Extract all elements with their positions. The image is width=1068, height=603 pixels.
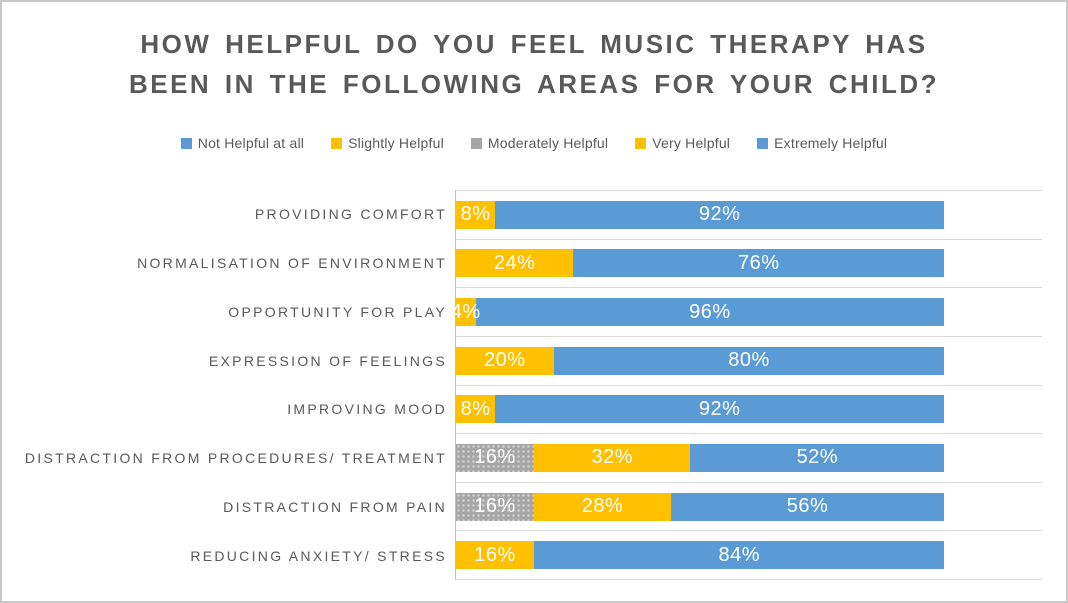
bar-segment: 24% — [456, 249, 574, 278]
chart-title-line-1: HOW HELPFUL DO YOU FEEL MUSIC THERAPY HA… — [140, 29, 928, 59]
bar-segment: 8% — [456, 395, 496, 424]
bar-row: 24% 76% — [456, 238, 1042, 288]
bar-segment: 76% — [573, 249, 945, 278]
bar-value-label: 96% — [689, 300, 731, 323]
bar-row: 16% 84% — [456, 530, 1042, 579]
bar-segment: 56% — [670, 492, 945, 521]
category-label: PROVIDING COMFORT — [254, 206, 447, 223]
bar-row: 16% 32% 52% — [456, 433, 1042, 482]
chart-title: HOW HELPFUL DO YOU FEEL MUSIC THERAPY HA… — [2, 24, 1066, 104]
category-label-row: OPPORTUNITY FOR PLAY — [2, 288, 455, 337]
bar-value-label: 52% — [796, 446, 839, 469]
chart-title-line-2: BEEN IN THE FOLLOWING AREAS FOR YOUR CHI… — [128, 69, 940, 99]
legend-item: Extremely Helpful — [757, 135, 887, 151]
category-label: REDUCING ANXIETY/ STRESS — [190, 547, 447, 564]
bar-value-label: 80% — [728, 349, 770, 372]
bar-row: 8% 92% — [456, 384, 1042, 434]
bar-track: 16% 32% 52% — [456, 443, 945, 472]
bar-segment: 92% — [495, 395, 945, 424]
legend-label: Slightly Helpful — [348, 135, 444, 151]
legend-label: Extremely Helpful — [774, 135, 888, 151]
legend-swatch-icon — [180, 137, 192, 149]
legend-label: Moderately Helpful — [487, 135, 609, 151]
chart-legend: Not Helpful at all Slightly Helpful Modera… — [2, 135, 1066, 151]
bar-value-label: 32% — [591, 446, 634, 469]
bar-value-label: 84% — [718, 543, 760, 566]
bar-track: 4% 96% — [451, 298, 945, 327]
category-label-row: EXPRESSION OF FEELINGS — [2, 336, 455, 385]
bar-row: 8% 92% — [456, 190, 1042, 239]
bar-track: 8% 92% — [456, 200, 945, 229]
bar-segment: 28% — [534, 492, 671, 521]
bar-track: 20% 80% — [456, 346, 945, 375]
category-label-row: PROVIDING COMFORT — [2, 190, 455, 239]
bar-segment: 84% — [534, 541, 945, 570]
legend-swatch-icon — [331, 137, 343, 149]
legend-swatch-icon — [757, 137, 769, 149]
legend-label: Not Helpful at all — [197, 135, 305, 151]
bar-segment: 52% — [690, 443, 945, 472]
legend-label: Very Helpful — [652, 135, 731, 151]
bar-value-label: 16% — [474, 495, 516, 518]
category-label: DISTRACTION FROM PAIN — [223, 498, 447, 515]
bar-segment: 8% — [456, 200, 496, 229]
bar-segment: 96% — [475, 298, 945, 327]
bar-value-label: 24% — [493, 251, 536, 274]
legend-swatch-icon — [470, 137, 482, 149]
bar-value-label: 28% — [581, 495, 624, 518]
bar-track: 24% 76% — [456, 249, 945, 278]
bar-row: 20% 80% — [456, 335, 1042, 385]
category-label-row: NORMALISATION OF ENVIRONMENT — [2, 239, 455, 288]
category-label: EXPRESSION OF FEELINGS — [208, 352, 447, 369]
bar-segment: 16% — [456, 492, 535, 521]
bar-value-label: 8% — [460, 203, 491, 226]
bar-row: 16% 28% 56% — [456, 481, 1042, 531]
legend-item: Not Helpful at all — [180, 135, 305, 151]
category-label: DISTRACTION FROM PROCEDURES/ TREATMENT — [24, 450, 447, 467]
bar-segment: 16% — [456, 541, 535, 570]
category-label: NORMALISATION OF ENVIRONMENT — [137, 255, 447, 272]
category-label-row: REDUCING ANXIETY/ STRESS — [2, 531, 455, 580]
category-label-row: DISTRACTION FROM PAIN — [2, 483, 455, 532]
legend-swatch-icon — [635, 137, 647, 149]
bar-value-label: 16% — [474, 543, 516, 566]
bar-value-label: 76% — [737, 251, 780, 274]
category-label: OPPORTUNITY FOR PLAY — [228, 303, 447, 320]
category-axis-labels: PROVIDING COMFORT NORMALISATION OF ENVIRO… — [2, 190, 455, 580]
plot-area: PROVIDING COMFORT NORMALISATION OF ENVIRO… — [2, 190, 1042, 580]
bar-value-label: 92% — [698, 203, 741, 226]
bar-segment: 80% — [553, 346, 945, 375]
bar-segment: 32% — [534, 443, 691, 472]
bar-segment: 16% — [456, 443, 535, 472]
bar-track: 8% 92% — [456, 395, 945, 424]
bar-value-label: 56% — [786, 495, 829, 518]
bar-segment: 92% — [495, 200, 945, 229]
bar-value-label: 8% — [460, 397, 491, 420]
bar-value-label: 20% — [484, 349, 526, 372]
category-label-row: DISTRACTION FROM PROCEDURES/ TREATMENT — [2, 434, 455, 483]
bar-value-label: 4% — [450, 300, 481, 323]
bar-track: 16% 28% 56% — [456, 492, 945, 521]
legend-item: Very Helpful — [635, 135, 730, 151]
bar-value-label: 16% — [474, 446, 516, 469]
bar-row: 4% 96% — [451, 287, 1042, 336]
legend-item: Slightly Helpful — [331, 135, 444, 151]
bar-track: 16% 84% — [456, 541, 945, 570]
legend-item: Moderately Helpful — [470, 135, 609, 151]
plot-grid: 8% 92% 24% 76% 4% 96% 20% 80% 8% 92% 16% 32% 52% 16% 2… — [451, 190, 1042, 580]
bar-value-label: 92% — [698, 397, 741, 420]
bar-segment: 4% — [451, 298, 480, 327]
bar-segment: 20% — [456, 346, 554, 375]
category-label: IMPROVING MOOD — [287, 401, 447, 418]
category-label-row: IMPROVING MOOD — [2, 385, 455, 434]
